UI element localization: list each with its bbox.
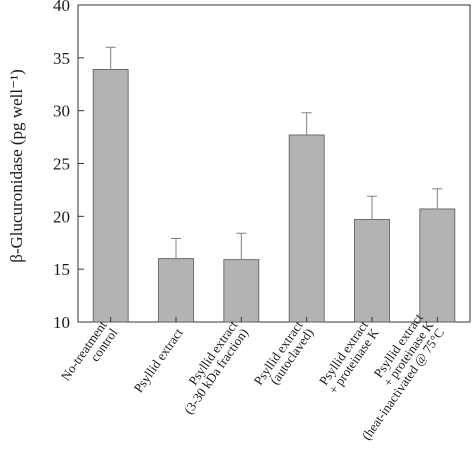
bar — [419, 208, 456, 323]
y-tick-label: 15 — [53, 260, 70, 279]
bar — [288, 134, 325, 323]
y-tick-label: 35 — [53, 49, 70, 68]
plot-frame — [77, 4, 471, 323]
y-tick-label: 30 — [53, 102, 70, 121]
bar — [223, 259, 260, 323]
category-label: Psyllid extract — [131, 325, 186, 395]
y-tick-label: 40 — [53, 0, 70, 15]
y-tick-label: 25 — [53, 155, 70, 174]
bar — [354, 219, 390, 323]
bar — [92, 69, 129, 323]
y-tick-label: 10 — [53, 313, 70, 332]
y-axis-ticks: 10 15 20 25 30 35 40 — [53, 0, 84, 332]
bar — [158, 258, 194, 323]
y-tick-label: 20 — [53, 207, 70, 226]
plot-border — [77, 4, 471, 323]
category-labels: No-treatmentcontrol Psyllid extract Psylli… — [58, 310, 447, 443]
bars — [92, 46, 456, 323]
category-label: Psyllid extract(autoclaved) — [251, 318, 317, 396]
category-label: Psyllid extract+ proteinase K — [315, 317, 382, 396]
y-axis-title: β-Glucuronidase (pg well⁻¹) — [7, 69, 26, 263]
